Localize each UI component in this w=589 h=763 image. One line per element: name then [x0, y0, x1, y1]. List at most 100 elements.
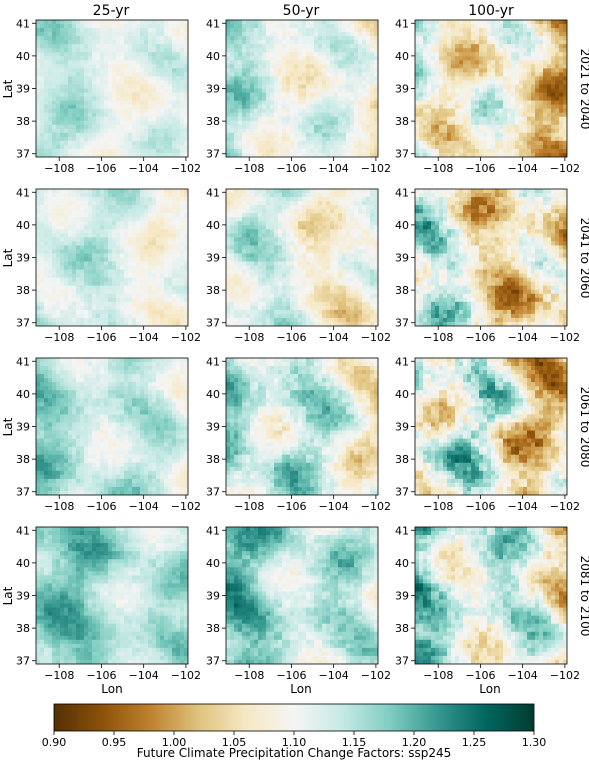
heatmap-cell — [92, 92, 97, 98]
heatmap-cell — [427, 112, 432, 118]
heatmap-cell — [451, 152, 456, 157]
heatmap-cell — [64, 56, 69, 61]
heatmap-cell — [48, 189, 53, 194]
heatmap-cell — [475, 104, 480, 110]
heatmap-cell — [164, 64, 169, 69]
heatmap-cell — [176, 233, 181, 238]
heatmap-cell — [116, 40, 121, 45]
heatmap-cell — [88, 84, 93, 90]
heatmap-cell — [148, 233, 153, 238]
heatmap-cell — [459, 132, 464, 138]
heatmap-cell — [290, 120, 295, 126]
heatmap-cell — [164, 40, 169, 45]
heatmap-cell — [278, 36, 283, 41]
heatmap-cell — [156, 257, 161, 263]
heatmap-cell — [92, 36, 97, 41]
heatmap-cell — [60, 140, 65, 146]
heatmap-cell — [144, 88, 149, 94]
heatmap-cell — [334, 68, 339, 73]
heatmap-cell — [559, 64, 564, 69]
heatmap-cell — [132, 225, 137, 230]
heatmap-cell — [160, 197, 165, 202]
heatmap-cell — [258, 128, 263, 134]
heatmap-cell — [431, 52, 436, 57]
heatmap-cell — [258, 104, 263, 110]
heatmap-cell — [108, 40, 113, 45]
heatmap-cell — [140, 128, 145, 134]
heatmap-cell — [350, 84, 355, 90]
heatmap-cell — [180, 281, 185, 287]
heatmap-cell — [563, 84, 567, 90]
heatmap-cell — [266, 140, 271, 146]
heatmap-cell — [148, 96, 153, 102]
heatmap-cell — [176, 221, 181, 226]
heatmap-cell — [152, 108, 157, 114]
heatmap-cell — [168, 68, 173, 73]
heatmap-cell — [519, 116, 524, 122]
heatmap-cell — [467, 120, 472, 126]
heatmap-cell — [262, 140, 267, 146]
heatmap-cell — [483, 140, 488, 146]
heatmap-cell — [64, 20, 69, 25]
heatmap-cell — [467, 52, 472, 57]
heatmap-cell — [184, 241, 188, 247]
heatmap-cell — [314, 132, 319, 138]
heatmap-cell — [451, 88, 456, 94]
heatmap-cell — [238, 100, 243, 106]
heatmap-cell — [487, 32, 492, 37]
heatmap-cell — [535, 24, 540, 29]
heatmap-cell — [132, 261, 137, 267]
heatmap-cell — [148, 48, 153, 53]
heatmap-cell — [100, 148, 105, 154]
heatmap-cell — [370, 24, 375, 29]
heatmap-cell — [72, 72, 77, 78]
heatmap-cell — [519, 100, 524, 106]
heatmap-cell — [88, 64, 93, 69]
heatmap-cell — [80, 148, 85, 154]
heatmap-cell — [354, 132, 359, 138]
heatmap-cell — [543, 116, 548, 122]
heatmap-cell — [172, 225, 177, 230]
heatmap-cell — [230, 108, 235, 114]
heatmap-cell — [366, 44, 371, 49]
heatmap-cell — [144, 281, 149, 287]
heatmap-cell — [499, 136, 504, 142]
heatmap-cell — [172, 136, 177, 142]
heatmap-cell — [491, 92, 496, 98]
heatmap-cell — [547, 100, 552, 106]
heatmap-cell — [100, 132, 105, 138]
heatmap-cell — [144, 269, 149, 275]
heatmap-cell — [370, 40, 375, 45]
heatmap-cell — [96, 245, 101, 251]
heatmap-cell — [124, 241, 129, 247]
heatmap-cell — [144, 285, 149, 291]
heatmap-cell — [152, 68, 157, 73]
heatmap-cell — [36, 273, 41, 279]
heatmap-cell — [80, 132, 85, 138]
heatmap-cell — [132, 245, 137, 251]
heatmap-cell — [60, 116, 65, 122]
heatmap-cell — [278, 128, 283, 134]
heatmap-cell — [531, 132, 536, 138]
heatmap-cell — [136, 281, 141, 287]
heatmap-cell — [483, 36, 488, 41]
heatmap-cell — [180, 48, 185, 53]
heatmap-cell — [362, 128, 367, 134]
heatmap-cell — [495, 140, 500, 146]
heatmap-cell — [326, 136, 331, 142]
heatmap-cell — [459, 84, 464, 90]
heatmap-cell — [128, 289, 133, 295]
heatmap-cell — [258, 100, 263, 106]
heatmap-cell — [36, 229, 41, 234]
heatmap-cell — [234, 36, 239, 41]
heatmap-cell — [555, 36, 560, 41]
heatmap-cell — [290, 36, 295, 41]
heatmap-cell — [423, 72, 428, 78]
heatmap-cell — [144, 241, 149, 247]
heatmap-cell — [152, 221, 157, 226]
heatmap-cell — [519, 64, 524, 69]
heatmap-cell — [148, 136, 153, 142]
heatmap-cell — [338, 20, 343, 25]
heatmap-cell — [346, 84, 351, 90]
heatmap-cell — [128, 36, 133, 41]
